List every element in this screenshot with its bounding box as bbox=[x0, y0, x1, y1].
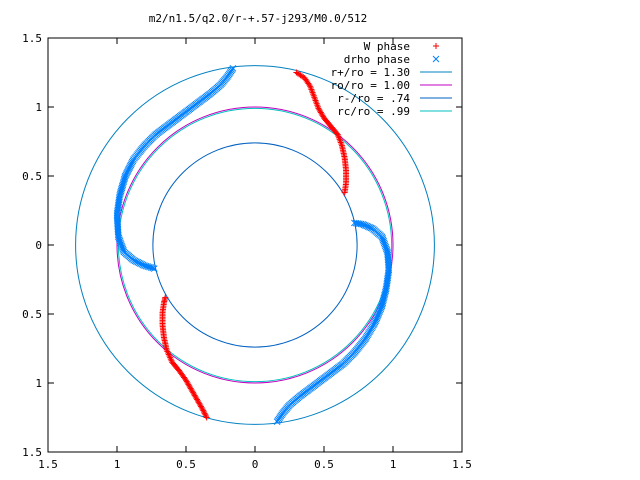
legend-cross-b-1 bbox=[432, 55, 440, 63]
circle-r-0 bbox=[75, 65, 435, 425]
cross-b bbox=[383, 245, 390, 253]
cross-b bbox=[384, 248, 391, 256]
cross-b bbox=[119, 245, 127, 253]
cross-b bbox=[142, 262, 150, 270]
cross-b bbox=[149, 264, 157, 272]
legend-label-0: W phase bbox=[364, 40, 410, 53]
cross-b bbox=[116, 236, 123, 244]
cross-b bbox=[383, 247, 391, 254]
ticks-layer: 1.5 1 0.5 0 0.5 1 1.51.510.500.511.5 bbox=[22, 32, 472, 471]
cross-b bbox=[117, 239, 124, 247]
x-tick-label-1: 1 bbox=[114, 458, 121, 471]
y-tick-label-2: 0.5 bbox=[22, 170, 42, 183]
series-1-point-336 bbox=[351, 219, 358, 227]
series-0-point-90 bbox=[200, 407, 207, 414]
y-tick-label-1: 1 bbox=[35, 101, 42, 114]
cross-b bbox=[382, 243, 390, 251]
y-tick-label-5: 1 bbox=[35, 377, 42, 390]
x-tick-label-4: 0.5 bbox=[314, 458, 334, 471]
cross-b bbox=[366, 223, 373, 231]
circles-layer bbox=[75, 65, 435, 425]
cross-b bbox=[379, 236, 387, 244]
cross-b bbox=[144, 263, 152, 270]
series-1-point-170 bbox=[150, 265, 158, 272]
x-tick-label-6: 1.5 bbox=[452, 458, 472, 471]
series-0-point-84 bbox=[341, 189, 348, 196]
cross-b bbox=[364, 223, 372, 231]
x-tick-label-5: 1 bbox=[390, 458, 397, 471]
circle-r-1 bbox=[116, 106, 394, 384]
legend-label-5: rc/ro = .99 bbox=[337, 105, 410, 118]
cross-b bbox=[368, 225, 376, 232]
series-0-point-85 bbox=[203, 414, 210, 421]
series-layer bbox=[113, 65, 393, 425]
series-0-point-168 bbox=[162, 294, 169, 301]
legend-label-4: r-/ro = .74 bbox=[337, 92, 410, 105]
cross-b bbox=[363, 222, 371, 230]
legend-label-1: drho phase bbox=[344, 53, 410, 66]
cross-b bbox=[150, 265, 158, 272]
cross-b bbox=[379, 234, 386, 242]
cross-b bbox=[367, 224, 375, 232]
cross-b bbox=[115, 233, 122, 241]
cross-b bbox=[362, 222, 369, 229]
y-tick-label-4: 0.5 bbox=[22, 308, 42, 321]
cross-b bbox=[117, 240, 125, 248]
cross-b bbox=[147, 264, 155, 271]
x-tick-label-3: 0 bbox=[252, 458, 259, 471]
circle-r-3 bbox=[117, 107, 393, 383]
cross-b bbox=[351, 219, 358, 227]
chart-title: m2/n1.5/q2.0/r-+.57-j293/M0.0/512 bbox=[149, 12, 368, 25]
series-0-point-86 bbox=[203, 413, 210, 420]
cross-b bbox=[354, 220, 362, 227]
circle-r-2 bbox=[152, 142, 358, 348]
legend-label-3: ro/ro = 1.00 bbox=[331, 79, 410, 92]
cross-b bbox=[141, 262, 148, 270]
cross-b bbox=[119, 247, 127, 254]
cross-b bbox=[116, 237, 124, 245]
cross-b bbox=[381, 240, 389, 248]
y-tick-label-6: 1.5 bbox=[22, 446, 42, 459]
x-tick-label-2: 0.5 bbox=[176, 458, 196, 471]
cross-b bbox=[380, 237, 387, 245]
cross-b bbox=[115, 234, 123, 242]
series-1-point-335 bbox=[352, 219, 360, 227]
cross-b bbox=[118, 243, 126, 251]
cross-b bbox=[381, 242, 389, 250]
series-0-point-88 bbox=[201, 410, 208, 417]
cross-b bbox=[146, 263, 153, 271]
cross-b bbox=[352, 219, 360, 227]
series-0-point-87 bbox=[202, 411, 209, 418]
cross-b bbox=[380, 239, 388, 247]
legend-label-2: r+/ro = 1.30 bbox=[331, 66, 410, 79]
y-tick-label-3: 0 bbox=[35, 239, 42, 252]
series-1-point-169 bbox=[149, 264, 157, 272]
y-tick-label-0: 1.5 bbox=[22, 32, 42, 45]
x-tick-label-0: 1.5 bbox=[38, 458, 58, 471]
cross-b bbox=[118, 242, 126, 250]
series-0-point-89 bbox=[200, 408, 207, 415]
